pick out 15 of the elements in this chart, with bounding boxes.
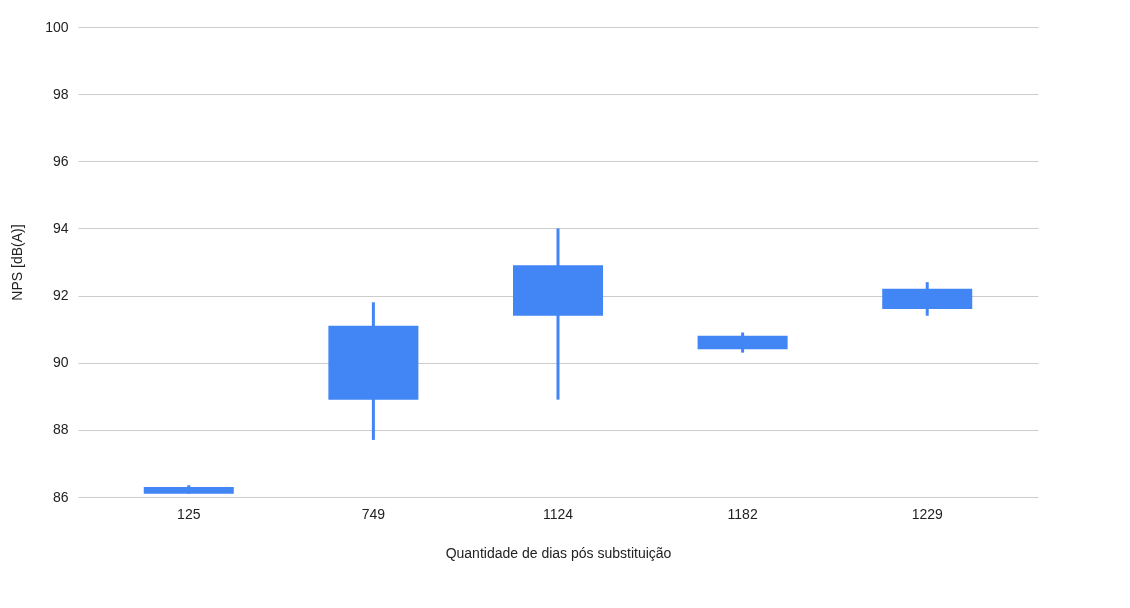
y-tick-label: 98 xyxy=(52,85,69,102)
x-tick-label: 125 xyxy=(177,505,201,522)
y-tick-label: 86 xyxy=(52,488,69,505)
y-axis-title: NPS [dB(A)] xyxy=(9,224,26,301)
x-tick-label: 1229 xyxy=(911,505,944,522)
x-tick-label: 1124 xyxy=(542,505,574,522)
y-tick-label: 94 xyxy=(52,219,69,236)
y-tick-label: 90 xyxy=(52,354,69,371)
x-axis-title: Quantidade de dias pós substituição xyxy=(445,544,672,561)
y-tick-label: 88 xyxy=(52,421,69,438)
x-tick-label: 1182 xyxy=(727,505,758,522)
y-tick-label: 100 xyxy=(45,18,69,35)
y-tick-label: 96 xyxy=(52,152,69,169)
y-tick-label: 92 xyxy=(52,287,69,304)
x-tick-label: 749 xyxy=(361,505,386,522)
